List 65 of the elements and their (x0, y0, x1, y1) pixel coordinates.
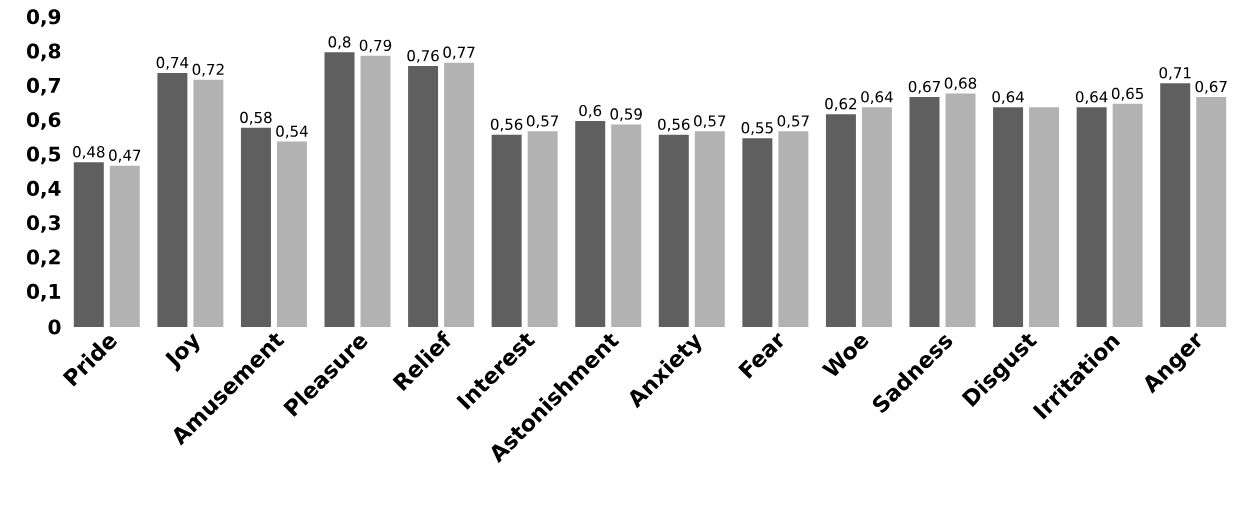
bar (825, 114, 856, 327)
bar (611, 124, 642, 327)
y-tick-label: 0,2 (27, 249, 60, 268)
bar (658, 134, 689, 327)
bar (1029, 107, 1060, 327)
bar (444, 62, 475, 327)
bar (491, 134, 522, 327)
bar (157, 72, 188, 327)
data-label: 0,55 (741, 122, 773, 135)
data-label: 0,48 (73, 146, 105, 159)
bar (193, 79, 224, 327)
bar (109, 165, 140, 327)
bar (993, 107, 1024, 327)
y-tick-label: 0,4 (27, 180, 61, 199)
data-label: 0,56 (490, 118, 523, 132)
data-label: 0,71 (1159, 67, 1191, 81)
data-label: 0,57 (777, 115, 809, 129)
bar (694, 131, 725, 327)
bar (240, 127, 271, 327)
bar (909, 96, 940, 327)
y-tick-label: 0,5 (27, 146, 61, 165)
data-label: 0,74 (156, 56, 189, 70)
y-tick-label: 0,6 (27, 112, 61, 130)
data-label: 0,68 (944, 77, 977, 91)
y-tick-label: 0,1 (27, 283, 61, 302)
data-label: 0,47 (109, 149, 141, 163)
data-label: 0,79 (359, 39, 392, 53)
data-label: 0,64 (861, 91, 893, 105)
data-label: 0,67 (1195, 80, 1227, 94)
bar (73, 162, 104, 327)
y-tick-label: 0,8 (27, 43, 61, 62)
y-tick-label: 0,3 (27, 215, 60, 233)
bar (1076, 107, 1107, 327)
bar (945, 93, 976, 327)
bar (778, 131, 809, 327)
data-label: 0,64 (992, 91, 1024, 105)
y-tick-label: 0,7 (27, 77, 60, 96)
data-label: 0,77 (443, 46, 475, 60)
y-tick-label: 0,9 (27, 9, 61, 27)
data-label: 0,56 (658, 118, 690, 132)
data-label: 0,58 (240, 111, 272, 125)
data-label: 0,64 (1075, 91, 1108, 105)
bar (742, 138, 773, 327)
data-label: 0,57 (526, 115, 559, 129)
bar (527, 131, 558, 327)
data-label: 0,65 (1111, 87, 1144, 101)
data-label: 0,59 (610, 108, 642, 122)
data-label: 0,76 (407, 49, 439, 63)
bar (324, 52, 355, 327)
bar (1112, 103, 1143, 327)
bar (276, 141, 307, 327)
data-label: 0,62 (825, 98, 857, 111)
data-label: 0,57 (694, 115, 726, 129)
y-tick-label: 0 (48, 319, 61, 335)
bar (575, 121, 606, 327)
data-label: 0,8 (328, 36, 351, 50)
bar (408, 66, 439, 327)
data-label: 0,72 (192, 63, 224, 77)
bar (360, 55, 391, 327)
data-label: 0,67 (908, 80, 940, 94)
bar (861, 107, 892, 327)
data-label: 0,6 (579, 104, 602, 118)
data-label: 0,54 (276, 125, 308, 139)
bar (1160, 83, 1191, 327)
bar (1196, 96, 1227, 327)
